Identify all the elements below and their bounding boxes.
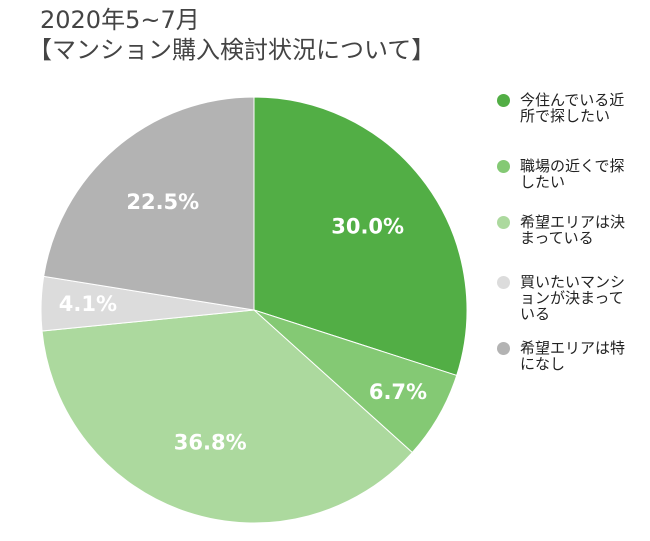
legend-swatch: [497, 160, 510, 173]
pie-slice: [253, 96, 468, 377]
legend-label: 今住んでいる近所で探したい: [520, 91, 625, 125]
value-label: 4.1%: [59, 292, 117, 316]
legend-label: 希望エリアは決まっている: [520, 213, 626, 247]
value-label: 22.5%: [126, 190, 199, 214]
pie-slice: [43, 96, 255, 311]
legend-label: 職場の近くで探したい: [520, 157, 625, 191]
legend-item: 今住んでいる近所で探したい: [497, 92, 637, 124]
legend-item: 職場の近くで探したい: [497, 158, 637, 190]
legend-swatch: [497, 276, 510, 289]
legend-item: 希望エリアは特になし: [497, 340, 637, 372]
legend-swatch: [497, 342, 510, 355]
value-label: 30.0%: [331, 214, 404, 238]
pie-slice: [41, 309, 414, 524]
value-label: 36.8%: [174, 431, 247, 455]
legend-label: 希望エリアは特になし: [520, 339, 626, 373]
legend-item: 希望エリアは決まっている: [497, 214, 637, 246]
legend-label: 買いたいマンションが決まっている: [520, 273, 626, 323]
value-label: 6.7%: [369, 380, 427, 404]
chart-subtitle: 【マンション購入検討状況について】: [28, 36, 436, 64]
chart-title: 2020年5~7月: [40, 6, 200, 34]
legend-swatch: [497, 94, 510, 107]
legend-swatch: [497, 216, 510, 229]
legend-item: 買いたいマンションが決まっている: [497, 274, 637, 322]
